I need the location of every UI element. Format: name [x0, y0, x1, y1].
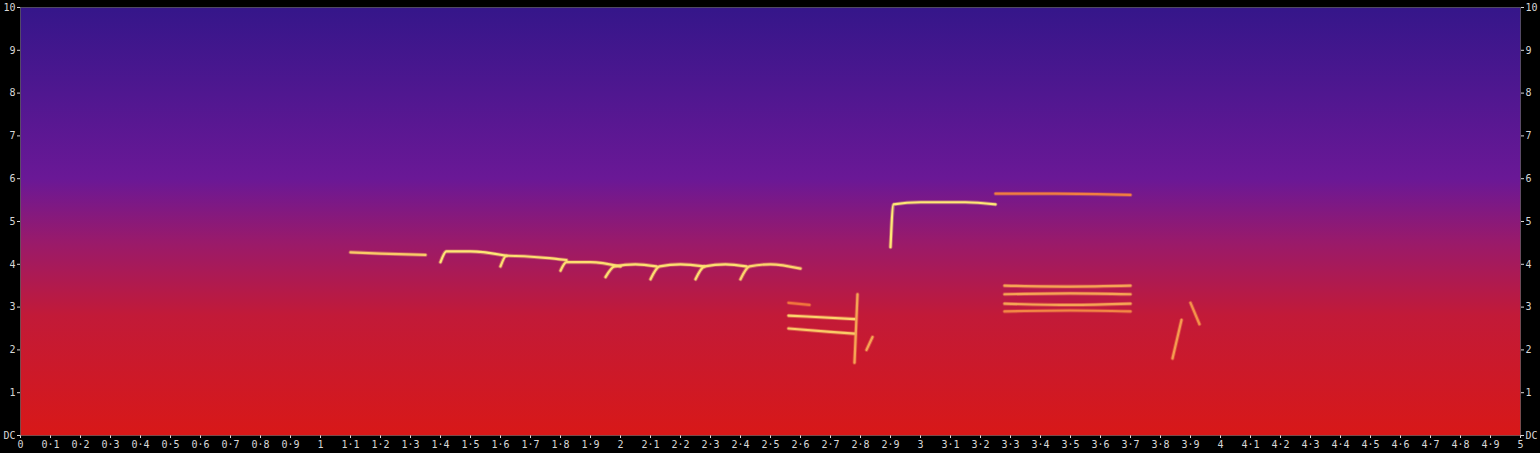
svg-text:3·1: 3·1: [941, 439, 959, 450]
svg-text:1: 1: [1526, 387, 1532, 398]
svg-text:4·7: 4·7: [1421, 439, 1439, 450]
svg-text:DC: DC: [1526, 430, 1538, 441]
svg-text:2·3: 2·3: [701, 439, 719, 450]
svg-text:1·2: 1·2: [371, 439, 389, 450]
svg-text:4·2: 4·2: [1271, 439, 1289, 450]
svg-text:0·6: 0·6: [191, 439, 209, 450]
svg-text:2·5: 2·5: [761, 439, 779, 450]
svg-text:2·1: 2·1: [641, 439, 659, 450]
svg-text:9: 9: [9, 45, 15, 56]
svg-text:3·7: 3·7: [1121, 439, 1139, 450]
svg-text:0·8: 0·8: [251, 439, 269, 450]
svg-text:1·8: 1·8: [551, 439, 569, 450]
svg-text:5: 5: [9, 216, 15, 227]
svg-text:3·2: 3·2: [971, 439, 989, 450]
svg-text:4·4: 4·4: [1331, 439, 1349, 450]
svg-text:2·6: 2·6: [791, 439, 809, 450]
svg-text:4·6: 4·6: [1391, 439, 1409, 450]
svg-text:DC: DC: [3, 430, 15, 441]
svg-text:2·7: 2·7: [821, 439, 839, 450]
svg-text:3·9: 3·9: [1181, 439, 1199, 450]
svg-text:1·4: 1·4: [431, 439, 449, 450]
svg-text:2: 2: [9, 344, 15, 355]
svg-text:6: 6: [1526, 173, 1532, 184]
svg-text:1·1: 1·1: [341, 439, 359, 450]
svg-text:1·3: 1·3: [401, 439, 419, 450]
svg-text:3·5: 3·5: [1061, 439, 1079, 450]
svg-text:3·3: 3·3: [1001, 439, 1019, 450]
svg-text:3·8: 3·8: [1151, 439, 1169, 450]
svg-text:5: 5: [1517, 439, 1523, 450]
svg-text:3·4: 3·4: [1031, 439, 1049, 450]
svg-text:1·7: 1·7: [521, 439, 539, 450]
svg-text:0·2: 0·2: [71, 439, 89, 450]
svg-text:2·9: 2·9: [881, 439, 899, 450]
svg-text:1·9: 1·9: [581, 439, 599, 450]
svg-text:8: 8: [9, 87, 15, 98]
svg-text:1·5: 1·5: [461, 439, 479, 450]
svg-text:3: 3: [917, 439, 923, 450]
svg-text:0·7: 0·7: [221, 439, 239, 450]
svg-text:7: 7: [9, 130, 15, 141]
svg-text:2: 2: [1526, 344, 1532, 355]
svg-text:4·9: 4·9: [1481, 439, 1499, 450]
svg-text:2: 2: [617, 439, 623, 450]
svg-text:0·3: 0·3: [101, 439, 119, 450]
svg-text:3·6: 3·6: [1091, 439, 1109, 450]
svg-text:4: 4: [9, 259, 15, 270]
svg-text:4·8: 4·8: [1451, 439, 1469, 450]
svg-text:10: 10: [1526, 2, 1538, 13]
svg-text:4·5: 4·5: [1361, 439, 1379, 450]
svg-text:10: 10: [3, 2, 15, 13]
svg-text:5: 5: [1526, 216, 1532, 227]
svg-text:2·4: 2·4: [731, 439, 749, 450]
svg-text:4: 4: [1526, 259, 1532, 270]
svg-text:2·8: 2·8: [851, 439, 869, 450]
svg-text:4·3: 4·3: [1301, 439, 1319, 450]
svg-text:3: 3: [1526, 301, 1532, 312]
svg-text:0·1: 0·1: [41, 439, 59, 450]
svg-text:1·6: 1·6: [491, 439, 509, 450]
svg-text:2·2: 2·2: [671, 439, 689, 450]
svg-text:0·4: 0·4: [131, 439, 149, 450]
svg-text:6: 6: [9, 173, 15, 184]
svg-text:3: 3: [9, 301, 15, 312]
svg-text:0: 0: [17, 439, 23, 450]
svg-text:4: 4: [1217, 439, 1223, 450]
svg-text:8: 8: [1526, 87, 1532, 98]
svg-text:0·9: 0·9: [281, 439, 299, 450]
svg-text:1: 1: [9, 387, 15, 398]
svg-text:7: 7: [1526, 130, 1532, 141]
svg-text:0·5: 0·5: [161, 439, 179, 450]
svg-text:1: 1: [317, 439, 323, 450]
svg-text:9: 9: [1526, 45, 1532, 56]
svg-text:4·1: 4·1: [1241, 439, 1259, 450]
